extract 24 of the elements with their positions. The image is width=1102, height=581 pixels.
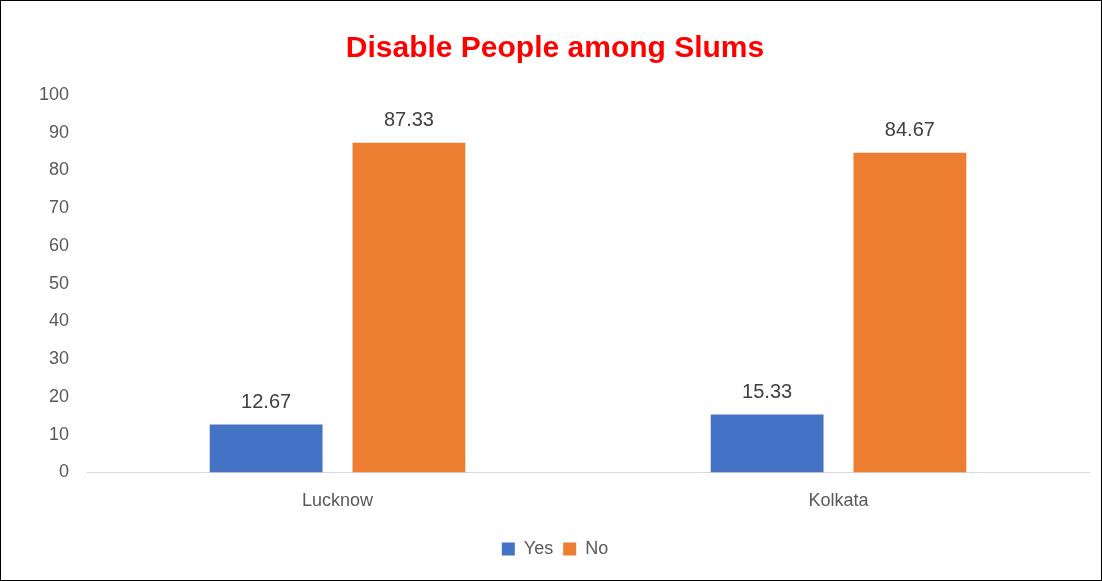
y-tick-label: 60 xyxy=(49,234,70,255)
data-label: 15.33 xyxy=(742,380,793,403)
y-tick-label: 40 xyxy=(49,310,70,331)
data-label: 87.33 xyxy=(383,108,434,131)
y-tick-label: 50 xyxy=(49,272,70,293)
legend-label: No xyxy=(585,537,609,558)
y-tick-label: 90 xyxy=(49,121,70,142)
y-tick-label: 100 xyxy=(38,83,70,104)
bar xyxy=(352,142,466,473)
y-tick-label: 0 xyxy=(59,461,70,482)
bar xyxy=(853,152,967,473)
y-tick-label: 80 xyxy=(49,159,70,180)
bar xyxy=(710,414,824,473)
y-tick-label: 70 xyxy=(49,197,70,218)
x-tick-label: Lucknow xyxy=(302,490,375,511)
legend-label: Yes xyxy=(523,537,554,558)
x-tick-label: Kolkata xyxy=(808,490,870,511)
data-label: 84.67 xyxy=(884,118,935,141)
y-tick-label: 10 xyxy=(49,423,70,444)
chart-title: Disable People among Slums xyxy=(345,30,765,64)
y-tick-label: 30 xyxy=(49,348,70,369)
data-label: 12.67 xyxy=(241,390,292,413)
bar xyxy=(209,424,323,473)
y-tick-label: 20 xyxy=(49,385,70,406)
